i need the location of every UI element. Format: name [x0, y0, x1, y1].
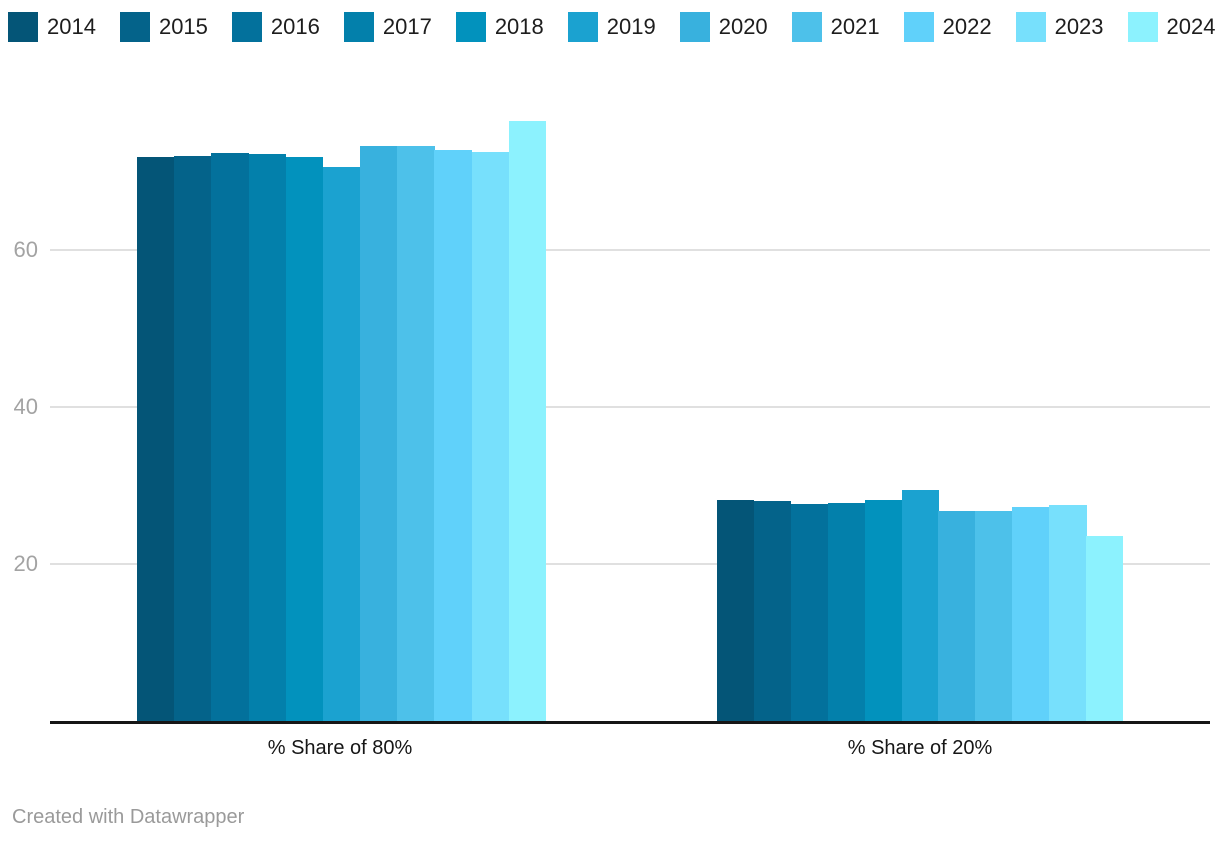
bar-2015-category-1[interactable] [174, 155, 212, 721]
legend-label: 2021 [830, 14, 880, 39]
legend-swatch-icon [8, 12, 38, 42]
legend-swatch-icon [679, 12, 710, 42]
legend: 2014 2015 2016 2017 2018 2019 2020 2021 2022 2023… [8, 12, 1215, 42]
legend-swatch-icon [119, 12, 150, 42]
bar-2020-category-1[interactable] [360, 146, 398, 721]
legend-item-2015: 2015 [119, 12, 208, 42]
legend-item-2019: 2019 [567, 12, 656, 42]
gridline-40 [50, 406, 1210, 408]
y-tick-label-60: 60 [13, 237, 38, 262]
bar-2022-category-1[interactable] [434, 150, 473, 721]
legend-label: 2015 [158, 14, 208, 39]
legend-item-2024: 2024 [1127, 12, 1216, 42]
legend-label: 2018 [494, 14, 544, 39]
legend-label: 2023 [1054, 14, 1104, 39]
legend-item-2023: 2023 [1015, 12, 1104, 42]
bar-2014-category-1[interactable] [137, 156, 175, 721]
bar-2017-category-2[interactable] [827, 502, 866, 721]
legend-item-2017: 2017 [343, 12, 432, 42]
bar-2017-category-1[interactable] [248, 154, 287, 721]
bar-2023-category-1[interactable] [471, 151, 510, 721]
legend-item-2021: 2021 [791, 12, 880, 42]
datawrapper-attribution: Created with Datawrapper [12, 806, 245, 828]
bar-2023-category-2[interactable] [1049, 505, 1087, 721]
bar-2024-category-2[interactable] [1086, 535, 1124, 721]
legend-label: 2020 [718, 14, 768, 39]
legend-swatch-icon [903, 12, 934, 42]
gridline-60 [50, 249, 1210, 251]
legend-item-2016: 2016 [231, 12, 320, 42]
bar-2024-category-1[interactable] [508, 121, 547, 721]
legend-item-2022: 2022 [903, 12, 992, 42]
legend-item-2014: 2014 [8, 12, 96, 42]
category-label-2: % Share of 20% [847, 737, 993, 759]
legend-item-2018: 2018 [455, 12, 544, 42]
y-tick-label-20: 20 [13, 551, 38, 576]
bar-2016-category-1[interactable] [211, 153, 250, 721]
legend-label: 2019 [606, 14, 656, 39]
legend-swatch-icon [1015, 12, 1046, 42]
bar-2019-category-1[interactable] [322, 166, 361, 721]
legend-swatch-icon [343, 12, 374, 42]
legend-label: 2014 [47, 14, 96, 39]
bar-2021-category-2[interactable] [975, 511, 1013, 721]
legend-swatch-icon [1127, 12, 1158, 42]
legend-label: 2017 [382, 14, 432, 39]
bar-2020-category-2[interactable] [938, 510, 976, 721]
y-tick-label-40: 40 [13, 394, 38, 419]
legend-swatch-icon [231, 12, 262, 42]
legend-label: 2016 [270, 14, 320, 39]
legend-label: 2022 [942, 14, 992, 39]
gridline-20 [50, 563, 1210, 565]
legend-swatch-icon [791, 12, 822, 42]
bar-2014-category-2[interactable] [717, 500, 755, 721]
legend-label: 2024 [1166, 14, 1216, 39]
bar-2019-category-2[interactable] [901, 490, 939, 721]
bar-2015-category-2[interactable] [753, 501, 792, 721]
bar-2021-category-1[interactable] [397, 145, 435, 721]
bar-2022-category-2[interactable] [1012, 506, 1050, 721]
bar-2018-category-2[interactable] [864, 500, 903, 721]
legend-swatch-icon [567, 12, 598, 42]
bar-2018-category-1[interactable] [285, 156, 324, 721]
category-label-1: % Share of 80% [267, 737, 413, 759]
legend-item-2020: 2020 [679, 12, 768, 42]
legend-swatch-icon [455, 12, 486, 42]
x-axis-baseline [50, 721, 1210, 724]
bar-2016-category-2[interactable] [790, 503, 829, 721]
